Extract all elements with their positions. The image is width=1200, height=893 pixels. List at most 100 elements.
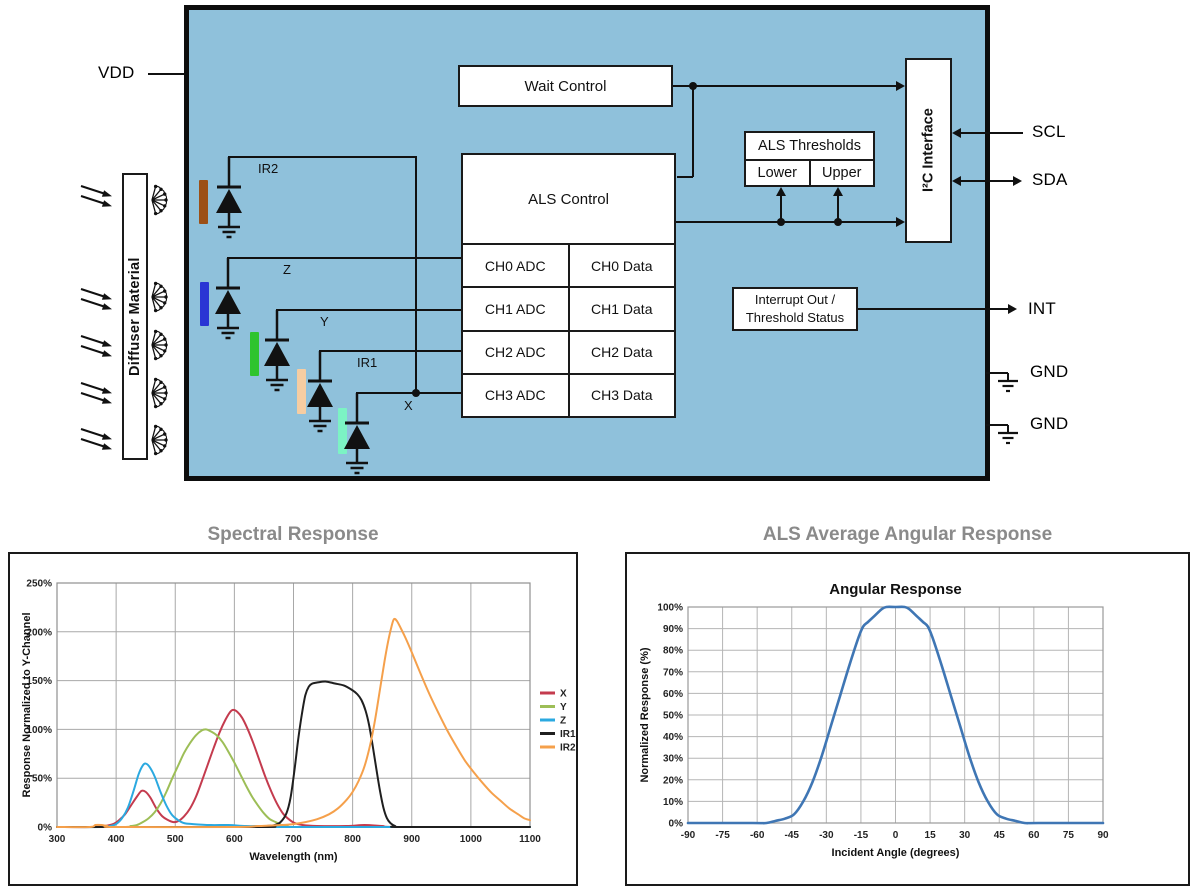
channel-label-ir1: IR1 bbox=[357, 355, 378, 370]
interrupt-label-line2: Threshold Status bbox=[745, 310, 845, 325]
arrowhead-up-icon bbox=[776, 187, 786, 196]
channel-label-z: Z bbox=[283, 262, 291, 277]
ch1-adc-cell: CH1 ADC bbox=[484, 300, 546, 317]
ir1-channel-wire bbox=[319, 350, 461, 352]
ground-symbol-icon bbox=[998, 373, 1018, 393]
threshold-upper-cell: Upper bbox=[808, 161, 874, 185]
ch0-data-cell: CH0 Data bbox=[567, 245, 675, 287]
filter-bar-ir1 bbox=[297, 369, 306, 414]
svg-text:40%: 40% bbox=[663, 732, 683, 743]
svg-text:200%: 200% bbox=[26, 627, 52, 638]
pin-label-sda: SDA bbox=[1032, 170, 1068, 189]
photodiode-z bbox=[215, 258, 241, 340]
svg-text:-30: -30 bbox=[819, 830, 834, 841]
adc-row-ch3: CH3 ADC CH3 Data bbox=[463, 372, 675, 416]
svg-text:45: 45 bbox=[994, 830, 1006, 841]
filter-bar-ir2 bbox=[199, 180, 208, 224]
als-thresholds-box: ALS Thresholds Lower Upper bbox=[744, 131, 875, 187]
arrowhead-right-icon bbox=[896, 217, 905, 227]
svg-text:80%: 80% bbox=[663, 646, 683, 657]
light-ray-arrows bbox=[80, 335, 112, 357]
svg-text:Angular Response: Angular Response bbox=[829, 581, 962, 598]
scatter-fan-icon bbox=[151, 281, 168, 313]
svg-text:50%: 50% bbox=[32, 774, 52, 785]
channel-label-ir2: IR2 bbox=[258, 161, 279, 176]
angular-response-plot: -90 -75 -60 -45 -30 -15 0 15 30 45 60 75 90 0% 10% 20% 3… bbox=[639, 581, 1109, 859]
spectral-response-plot: 300 400 500 600 700 800 900 1000 1100 0% 50% 100% 15… bbox=[21, 579, 576, 864]
als-thresholds-label: ALS Thresholds bbox=[758, 138, 861, 154]
svg-text:15: 15 bbox=[925, 830, 937, 841]
pin-label-gnd1: GND bbox=[1030, 362, 1069, 381]
ir2-channel-wire bbox=[228, 156, 417, 158]
photodiode-x bbox=[344, 393, 370, 475]
diffuser-material-label: Diffuser Material bbox=[127, 257, 143, 376]
adc-row-ch0: CH0 ADC CH0 Data bbox=[463, 243, 675, 287]
svg-text:500: 500 bbox=[167, 834, 184, 845]
lower-threshold-wire bbox=[780, 196, 782, 222]
svg-text:IR2: IR2 bbox=[560, 743, 576, 754]
svg-text:1100: 1100 bbox=[519, 834, 541, 845]
svg-text:150%: 150% bbox=[26, 676, 52, 687]
wait-to-als-hwire bbox=[677, 176, 693, 178]
wait-control-box: Wait Control bbox=[458, 65, 673, 107]
svg-text:20%: 20% bbox=[663, 775, 683, 786]
svg-text:600: 600 bbox=[226, 834, 243, 845]
svg-text:X: X bbox=[560, 689, 567, 700]
svg-text:100%: 100% bbox=[26, 725, 52, 736]
filter-bar-x bbox=[338, 408, 347, 454]
wait-to-i2c-wire bbox=[673, 85, 896, 87]
als-to-i2c-wire bbox=[676, 221, 896, 223]
svg-text:Normalized Response (%): Normalized Response (%) bbox=[639, 647, 651, 782]
photodiode-ir1 bbox=[307, 351, 333, 433]
svg-text:Wavelength (nm): Wavelength (nm) bbox=[249, 851, 338, 863]
arrowhead-left-icon bbox=[952, 128, 961, 138]
svg-text:-60: -60 bbox=[750, 830, 765, 841]
wait-to-als-vwire bbox=[692, 86, 694, 177]
ch3-data-cell: CH3 Data bbox=[567, 374, 675, 416]
svg-text:75: 75 bbox=[1063, 830, 1075, 841]
ch3-adc-cell: CH3 ADC bbox=[484, 387, 546, 404]
filter-bar-z bbox=[200, 282, 209, 326]
scl-wire bbox=[961, 132, 1023, 134]
gnd1-wire bbox=[986, 372, 1008, 374]
threshold-lower-cell: Lower bbox=[757, 165, 798, 181]
i2c-interface-label: I²C Interface bbox=[920, 108, 937, 193]
als-control-box: ALS Control CH0 ADC CH0 Data CH1 ADC CH1… bbox=[461, 153, 676, 418]
svg-text:Z: Z bbox=[560, 716, 566, 727]
ch2-adc-cell: CH2 ADC bbox=[484, 344, 546, 361]
svg-text:90%: 90% bbox=[663, 624, 683, 635]
pin-label-scl: SCL bbox=[1032, 122, 1066, 141]
arrowhead-left-icon bbox=[952, 176, 961, 186]
svg-text:900: 900 bbox=[403, 834, 420, 845]
svg-text:10%: 10% bbox=[663, 797, 683, 808]
adc-row-ch2: CH2 ADC CH2 Data bbox=[463, 329, 675, 373]
arrowhead-right-icon bbox=[896, 81, 905, 91]
scatter-fan-icon bbox=[151, 377, 168, 409]
svg-text:Response Normalized to Y-Chann: Response Normalized to Y-Channel bbox=[21, 612, 33, 797]
photodiode-y bbox=[264, 310, 290, 392]
spectral-response-title: Spectral Response bbox=[207, 524, 379, 545]
arrowhead-right-icon bbox=[1008, 304, 1017, 314]
sda-wire bbox=[961, 180, 1013, 182]
svg-text:300: 300 bbox=[49, 834, 66, 845]
svg-text:30: 30 bbox=[959, 830, 971, 841]
svg-text:90: 90 bbox=[1097, 830, 1109, 841]
x-junction-dot bbox=[412, 389, 420, 397]
ch2-data-cell: CH2 Data bbox=[567, 331, 675, 373]
lower-junction-dot bbox=[777, 218, 785, 226]
svg-text:70%: 70% bbox=[663, 667, 683, 678]
i2c-interface-box: I²C Interface bbox=[905, 58, 952, 243]
svg-text:-45: -45 bbox=[785, 830, 800, 841]
upper-junction-dot bbox=[834, 218, 842, 226]
ch0-adc-cell: CH0 ADC bbox=[484, 257, 546, 274]
angular-response-title: ALS Average Angular Response bbox=[762, 524, 1053, 545]
scatter-fan-icon bbox=[151, 329, 168, 361]
svg-text:250%: 250% bbox=[26, 579, 52, 590]
pin-label-int: INT bbox=[1028, 299, 1056, 318]
svg-text:IR1: IR1 bbox=[560, 729, 576, 740]
ground-symbol-icon bbox=[998, 425, 1018, 445]
y-channel-wire bbox=[276, 309, 461, 311]
channel-label-x: X bbox=[404, 398, 413, 413]
vdd-lead-wire bbox=[148, 73, 184, 75]
filter-bar-y bbox=[250, 332, 259, 376]
